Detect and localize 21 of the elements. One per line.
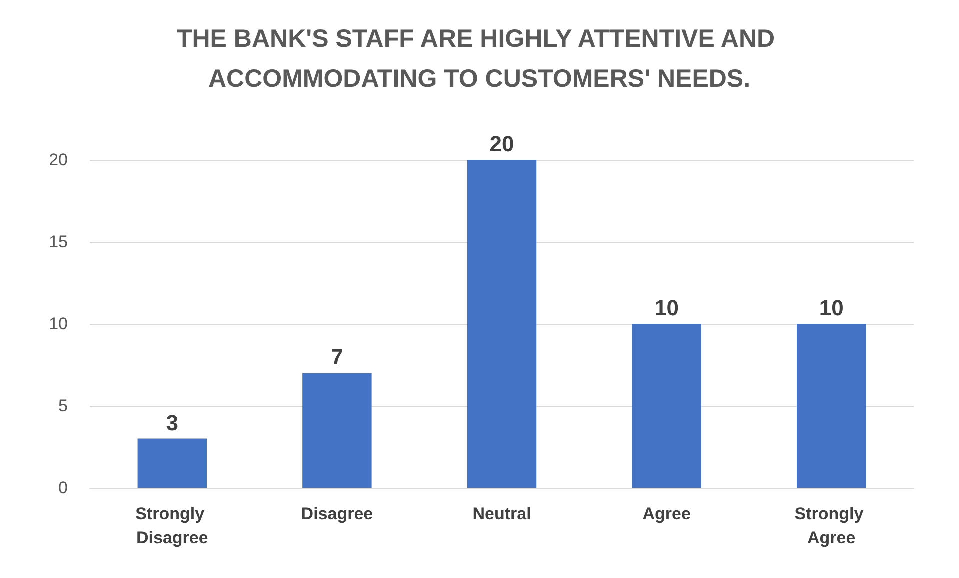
bar — [138, 438, 208, 488]
data-label: 3 — [166, 410, 179, 436]
y-tick-label: 15 — [49, 232, 68, 252]
x-tick-label: Strongly Disagree — [136, 504, 210, 548]
y-tick-label: 5 — [58, 396, 68, 416]
x-tick-label: Strongly Agree — [794, 504, 868, 548]
data-label: 7 — [331, 344, 344, 370]
chart-title: THE BANK'S STAFF ARE HIGHLY ATTENTIVE AND ACCOMMODATING TO CUSTOMERS' NEEDS. — [176, 25, 782, 93]
data-label: 10 — [819, 296, 844, 320]
y-tick-label: 10 — [49, 314, 68, 334]
bar — [632, 324, 702, 488]
y-tick-label: 0 — [58, 478, 68, 498]
bar — [467, 160, 537, 488]
data-label: 20 — [490, 132, 514, 156]
bar — [302, 373, 372, 488]
x-tick-label: Agree — [642, 504, 691, 524]
bar — [796, 324, 866, 488]
y-tick-label: 20 — [49, 150, 68, 170]
x-tick-label: Neutral — [472, 504, 532, 524]
x-tick-label: Disagree — [301, 504, 374, 524]
data-label: 10 — [654, 296, 680, 320]
